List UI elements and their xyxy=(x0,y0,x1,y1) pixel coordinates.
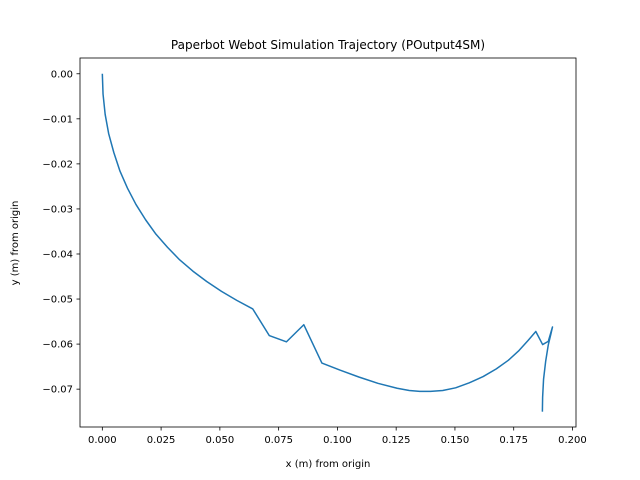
axes-frame xyxy=(79,57,577,428)
x-tick-label-7: 0.175 xyxy=(499,435,528,446)
x-tick-label-0: 0.000 xyxy=(88,435,117,446)
plot-area: 0.000 0.025 0.050 0.075 0.100 0.125 0.150 0.175… xyxy=(42,57,587,446)
y-tick-label-6: −0.06 xyxy=(42,340,73,351)
y-tick-label-3: −0.03 xyxy=(42,204,73,215)
chart-title: Paperbot Webot Simulation Trajectory (PO… xyxy=(171,38,485,52)
trajectory-line-0 xyxy=(101,73,554,412)
y-axis-title: y (m) from origin xyxy=(10,201,21,286)
x-tick-label-5: 0.125 xyxy=(382,435,411,446)
y-tick-label-5: −0.05 xyxy=(42,295,73,306)
y-tick-label-7: −0.07 xyxy=(42,385,73,396)
x-tick-label-2: 0.050 xyxy=(206,435,235,446)
x-tick-label-1: 0.025 xyxy=(147,435,176,446)
x-tick-label-3: 0.075 xyxy=(264,435,293,446)
y-tick-label-1: −0.01 xyxy=(42,114,73,125)
x-tick-label-4: 0.100 xyxy=(323,435,352,446)
y-tick-label-2: −0.02 xyxy=(42,159,73,170)
y-tick-label-4: −0.04 xyxy=(42,249,73,260)
x-tick-label-6: 0.150 xyxy=(441,435,470,446)
y-tick-label-0: 0.00 xyxy=(51,69,73,80)
x-axis-title: x (m) from origin xyxy=(286,459,371,470)
x-tick-label-8: 0.200 xyxy=(558,435,587,446)
